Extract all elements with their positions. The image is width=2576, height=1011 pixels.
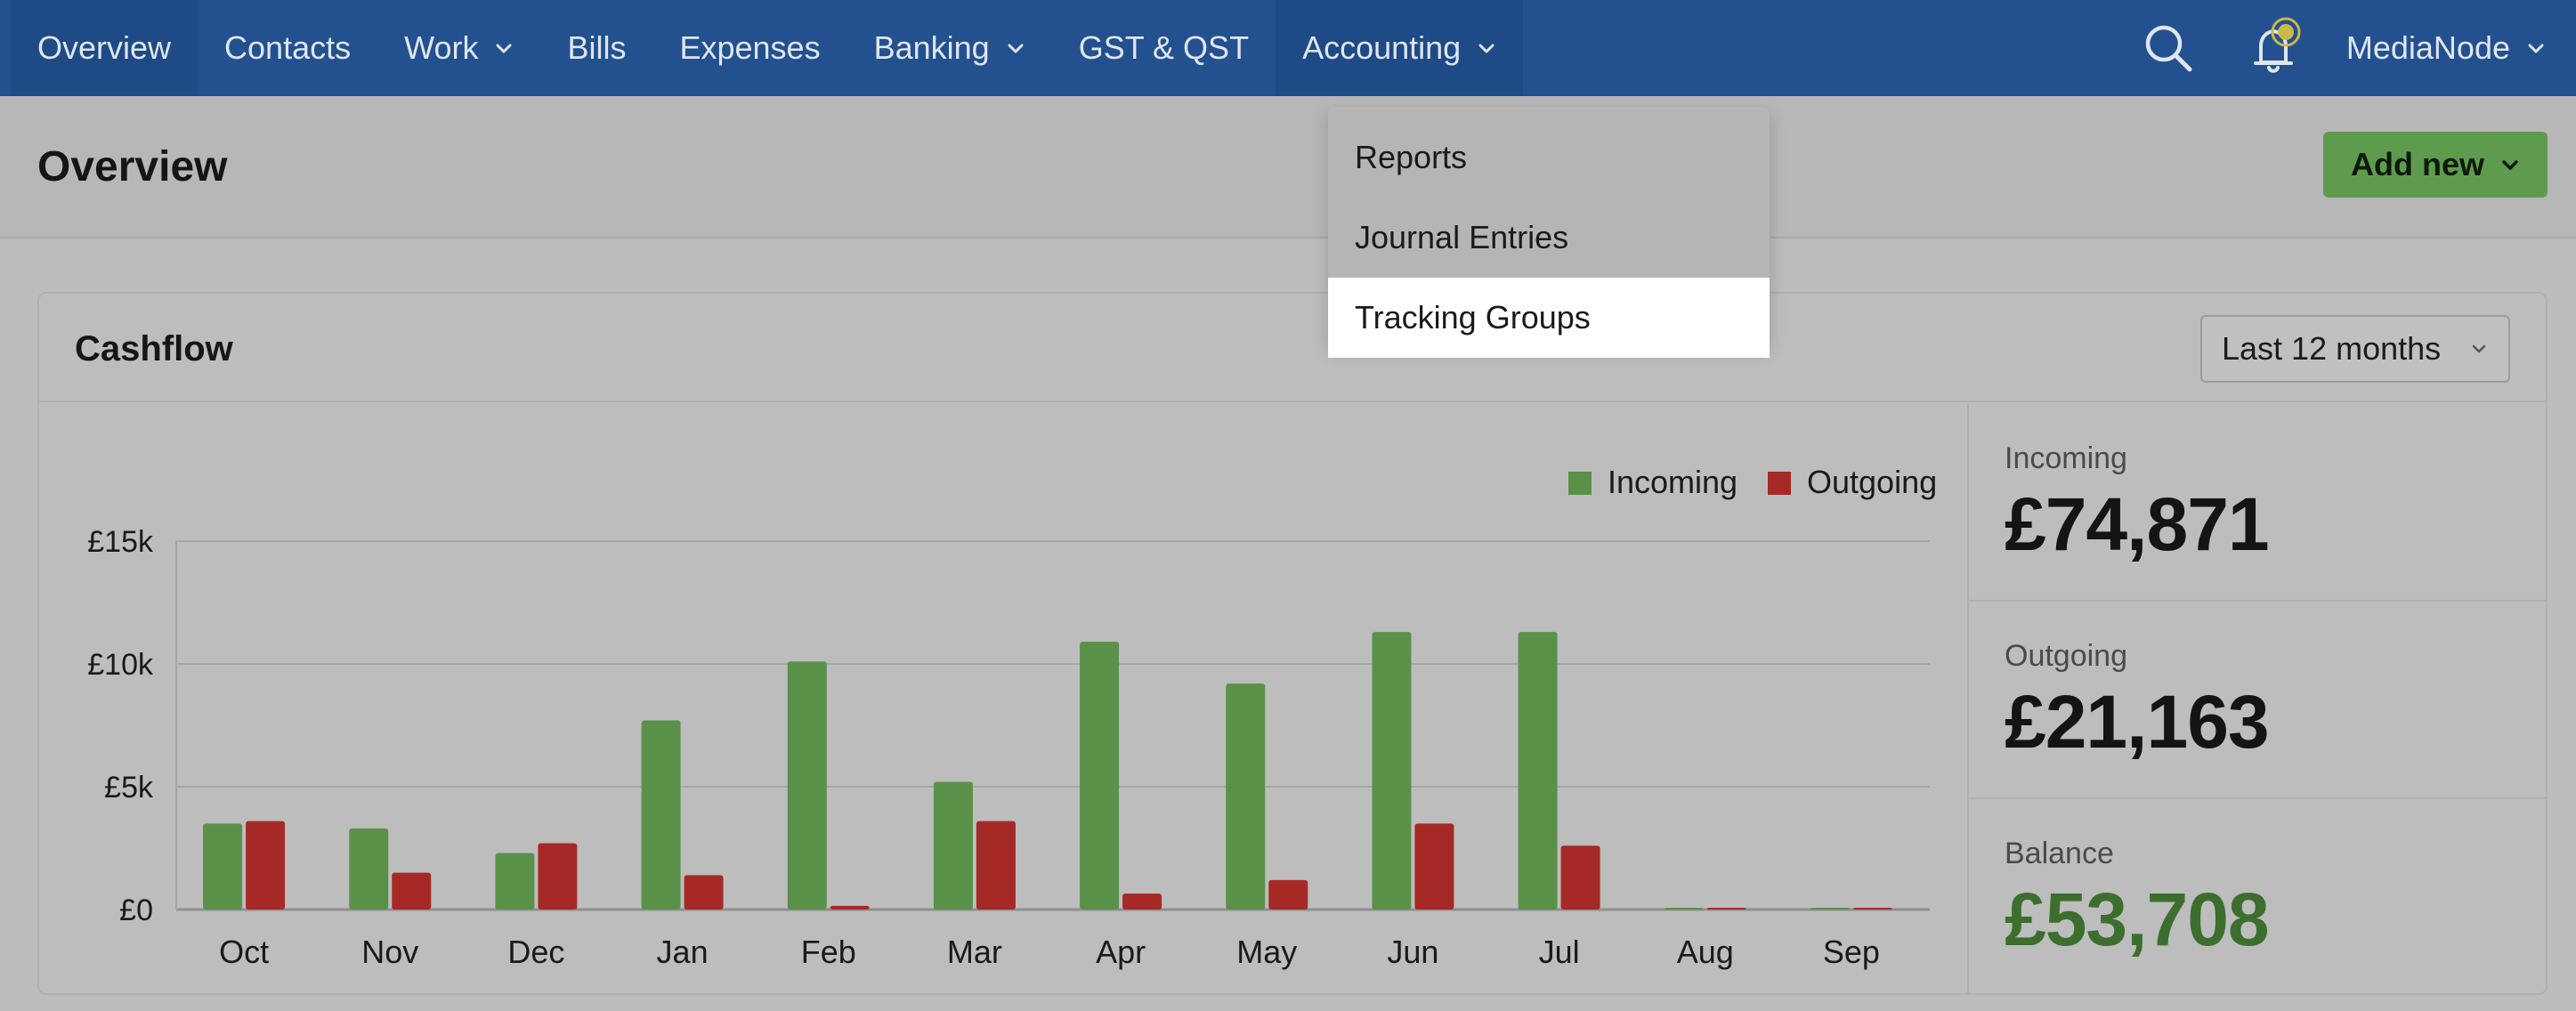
outgoing-bar: [1122, 894, 1162, 910]
stat-balance-label: Balance: [2005, 837, 2114, 870]
outgoing-bar: [1560, 845, 1600, 910]
stat-incoming: Incoming £74,871: [1969, 404, 2548, 602]
nav-work[interactable]: Work: [377, 0, 540, 96]
legend-swatch-incoming: [1568, 472, 1592, 495]
incoming-bar: [1372, 632, 1412, 910]
x-tick-label: May: [1236, 934, 1297, 970]
nav-accounting[interactable]: Accounting: [1276, 0, 1524, 96]
add-new-button[interactable]: Add new: [2323, 132, 2548, 198]
period-select[interactable]: Last 12 months: [2200, 315, 2510, 383]
outgoing-bar: [976, 821, 1016, 910]
stat-incoming-value: £74,871: [2005, 482, 2270, 566]
nav-bills[interactable]: Bills: [540, 0, 652, 96]
y-tick-label: £5k: [104, 771, 154, 805]
x-tick-label: Dec: [507, 934, 564, 970]
x-tick-label: Nov: [361, 934, 418, 970]
stat-outgoing-label: Outgoing: [2005, 639, 2127, 673]
stat-outgoing-value: £21,163: [2005, 680, 2270, 764]
chevron-down-icon: [1477, 38, 1496, 58]
nav-gst-qst-label: GST & QST: [1078, 29, 1250, 66]
incoming-bar: [1518, 632, 1558, 910]
page-header: Overview Add new: [0, 96, 2576, 239]
cashflow-chart-svg: £0 £5k £10k £15k Oct Nov Dec Jan Feb Mar Apr May Jun…: [87, 464, 1937, 970]
user-name: MediaNode: [2345, 29, 2510, 66]
nav-right: MediaNode: [2115, 0, 2576, 96]
legend-swatch-outgoing: [1768, 472, 1791, 495]
nav-contacts[interactable]: Contacts: [198, 0, 377, 96]
page-title: Overview: [37, 143, 228, 190]
chevron-down-icon: [2469, 339, 2489, 359]
bell-icon[interactable]: [2222, 0, 2329, 96]
stat-balance: Balance £53,708: [1969, 799, 2548, 997]
legend-label-incoming: Incoming: [1608, 464, 1738, 500]
incoming-bar: [641, 720, 681, 910]
chevron-down-icon: [494, 38, 514, 58]
period-select-value: Last 12 months: [2222, 330, 2442, 367]
x-tick-label: Feb: [801, 934, 856, 970]
outgoing-bar: [1414, 823, 1454, 910]
nav-bills-label: Bills: [567, 29, 627, 66]
incoming-bar: [203, 823, 243, 910]
cashflow-header: Cashflow Last 12 months: [39, 294, 2546, 402]
stat-outgoing: Outgoing £21,163: [1969, 602, 2548, 799]
menu-item-reports[interactable]: Reports: [1355, 139, 1468, 175]
nav-work-label: Work: [404, 29, 479, 66]
nav-gst-qst[interactable]: GST & QST: [1052, 0, 1276, 96]
nav-banking[interactable]: Banking: [847, 0, 1052, 96]
cashflow-card: Cashflow Last 12 months £0 £5k £10k £15k Oct…: [37, 292, 2548, 995]
outgoing-bar: [246, 821, 286, 910]
chevron-down-icon: [1006, 38, 1025, 58]
nav-accounting-label: Accounting: [1302, 29, 1462, 66]
y-tick-label: £10k: [87, 648, 154, 682]
cashflow-chart: £0 £5k £10k £15k Oct Nov Dec Jan Feb Mar Apr May Jun…: [39, 404, 1967, 995]
menu-item-journal-entries[interactable]: Journal Entries: [1355, 219, 1569, 255]
y-tick-label: £15k: [87, 525, 154, 559]
stat-incoming-label: Incoming: [2005, 441, 2127, 475]
x-tick-label: Apr: [1096, 934, 1146, 970]
search-icon[interactable]: [2115, 0, 2222, 96]
x-tick-label: Sep: [1823, 934, 1880, 970]
incoming-bar: [933, 781, 973, 910]
add-new-label: Add new: [2351, 146, 2484, 182]
outgoing-bar: [392, 872, 432, 910]
x-tick-label: Aug: [1677, 934, 1734, 970]
incoming-bar: [787, 661, 827, 910]
nav-expenses-label: Expenses: [679, 29, 821, 66]
incoming-bar: [1080, 642, 1120, 910]
incoming-bar: [349, 828, 389, 910]
outgoing-bar: [538, 843, 578, 910]
chevron-down-icon: [2526, 38, 2546, 58]
cashflow-stats: Incoming £74,871 Outgoing £21,163 Balanc…: [1967, 404, 2548, 995]
x-tick-label: Jan: [657, 934, 709, 970]
nav-expenses[interactable]: Expenses: [652, 0, 847, 96]
top-nav: Overview Contacts Work Bills Expenses Ba…: [0, 0, 2576, 96]
nav-overview[interactable]: Overview: [11, 0, 198, 96]
outgoing-bar: [1268, 879, 1308, 910]
x-tick-label: Oct: [219, 934, 269, 970]
nav-banking-label: Banking: [873, 29, 990, 66]
incoming-bar: [1226, 683, 1266, 910]
menu-item-tracking-groups[interactable]: Tracking Groups: [1328, 278, 1770, 358]
chevron-down-icon: [2500, 155, 2520, 174]
user-menu[interactable]: MediaNode: [2329, 0, 2576, 96]
outgoing-bar: [1706, 908, 1746, 910]
stat-balance-value: £53,708: [2005, 878, 2270, 961]
outgoing-bar: [830, 905, 870, 910]
incoming-bar: [495, 853, 535, 910]
accounting-dropdown: Reports Journal Entries Tracking Groups: [1328, 107, 1770, 358]
legend-label-outgoing: Outgoing: [1807, 464, 1937, 500]
x-tick-label: Jul: [1539, 934, 1580, 970]
nav-overview-label: Overview: [37, 29, 172, 66]
incoming-bar: [1810, 908, 1850, 910]
nav-contacts-label: Contacts: [224, 29, 352, 66]
y-tick-label: £0: [119, 894, 153, 927]
x-tick-label: Jun: [1387, 934, 1438, 970]
cashflow-title: Cashflow: [75, 329, 233, 368]
x-tick-label: Mar: [947, 934, 1002, 970]
outgoing-bar: [684, 875, 724, 910]
incoming-bar: [1664, 908, 1704, 910]
outgoing-bar: [1852, 908, 1892, 910]
